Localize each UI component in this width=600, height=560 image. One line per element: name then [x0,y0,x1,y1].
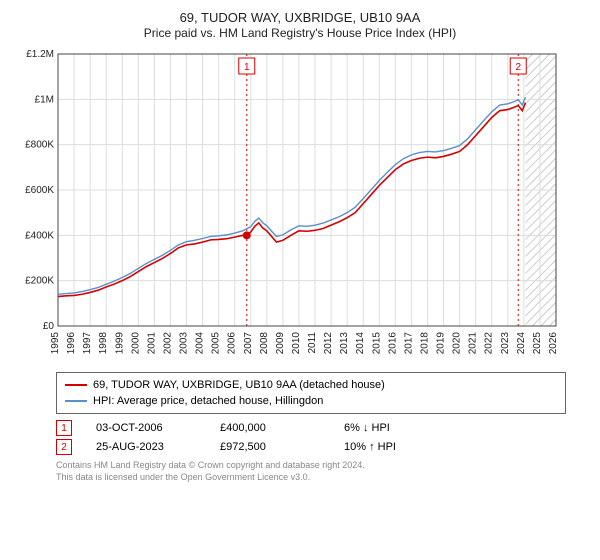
page-title: 69, TUDOR WAY, UXBRIDGE, UB10 9AA [14,10,586,25]
svg-text:2000: 2000 [130,332,141,355]
svg-text:1997: 1997 [82,332,93,355]
line-chart: £0 £200K £400K £600K £800K £1M £1.2M 1995 1996 19… [14,46,574,366]
transaction-point [243,231,251,239]
svg-text:2006: 2006 [227,332,238,355]
transaction-date: 25-AUG-2023 [96,441,196,453]
svg-text:2023: 2023 [500,332,511,355]
transaction-date: 03-OCT-2006 [96,422,196,434]
svg-text:2010: 2010 [291,332,302,355]
svg-text:£800K: £800K [25,140,54,151]
transaction-row: 1 03-OCT-2006 £400,000 6% ↓ HPI [56,420,566,436]
svg-text:1995: 1995 [50,332,61,355]
transaction-marker-box: 1 [56,420,72,436]
svg-text:2009: 2009 [275,332,286,355]
transaction-delta: 10% ↑ HPI [344,441,444,453]
svg-text:£0: £0 [43,321,55,332]
footer-line2: This data is licensed under the Open Gov… [56,471,566,483]
svg-text:2001: 2001 [146,332,157,355]
svg-text:1996: 1996 [66,332,77,355]
svg-text:2007: 2007 [243,332,254,355]
svg-text:2024: 2024 [516,332,527,355]
svg-text:£600K: £600K [25,185,54,196]
svg-text:2004: 2004 [195,332,206,355]
svg-text:2025: 2025 [532,332,543,355]
chart: £0 £200K £400K £600K £800K £1M £1.2M 1995 1996 19… [14,46,586,366]
svg-text:2014: 2014 [355,332,366,355]
svg-text:2013: 2013 [339,332,350,355]
footer-line1: Contains HM Land Registry data © Crown c… [56,459,566,471]
legend-label: 69, TUDOR WAY, UXBRIDGE, UB10 9AA (detac… [93,377,385,393]
svg-text:1999: 1999 [114,332,125,355]
footer: Contains HM Land Registry data © Crown c… [56,459,566,483]
transaction-price: £972,500 [220,441,320,453]
svg-text:£1M: £1M [35,94,54,105]
svg-text:2019: 2019 [436,332,447,355]
transaction-delta: 6% ↓ HPI [344,422,444,434]
svg-text:2018: 2018 [419,332,430,355]
legend-label: HPI: Average price, detached house, Hill… [93,393,323,409]
svg-text:2008: 2008 [259,332,270,355]
svg-text:1: 1 [244,62,250,73]
page-subtitle: Price paid vs. HM Land Registry's House … [14,26,586,40]
legend-swatch [65,384,87,386]
svg-text:£200K: £200K [25,276,54,287]
svg-text:2: 2 [515,62,521,73]
svg-text:2012: 2012 [323,332,334,355]
transaction-marker-box: 2 [56,439,72,455]
svg-text:2016: 2016 [387,332,398,355]
svg-text:2002: 2002 [162,332,173,355]
transaction-price: £400,000 [220,422,320,434]
svg-text:2020: 2020 [452,332,463,355]
svg-text:2026: 2026 [548,332,559,355]
svg-text:2003: 2003 [179,332,190,355]
legend-swatch [65,400,87,402]
svg-text:2022: 2022 [484,332,495,355]
svg-text:2021: 2021 [468,332,479,355]
transaction-row: 2 25-AUG-2023 £972,500 10% ↑ HPI [56,439,566,455]
svg-text:2017: 2017 [403,332,414,355]
transaction-table: 1 03-OCT-2006 £400,000 6% ↓ HPI 2 25-AUG-2023… [56,420,566,455]
svg-text:2011: 2011 [307,332,318,354]
svg-text:2005: 2005 [211,332,222,355]
legend-item: 69, TUDOR WAY, UXBRIDGE, UB10 9AA (detac… [65,377,557,393]
svg-text:1998: 1998 [98,332,109,355]
legend-item: HPI: Average price, detached house, Hill… [65,393,557,409]
svg-text:2015: 2015 [371,332,382,355]
legend: 69, TUDOR WAY, UXBRIDGE, UB10 9AA (detac… [56,372,566,414]
svg-text:£400K: £400K [25,230,54,241]
svg-text:£1.2M: £1.2M [26,49,54,60]
